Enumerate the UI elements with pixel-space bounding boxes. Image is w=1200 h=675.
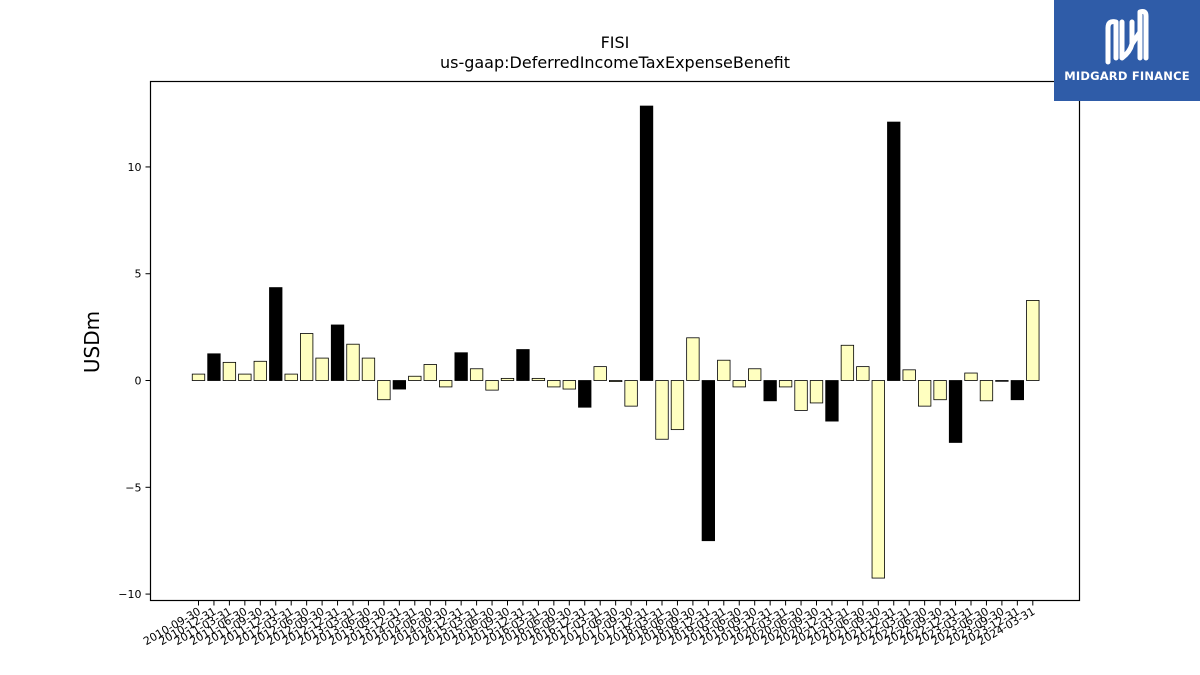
- bar-2014-09-30: [439, 380, 453, 388]
- x-axis-ticks: 2010-09-302010-12-312011-03-312011-06-30…: [141, 600, 1037, 648]
- bar-2011-09-30: [253, 360, 267, 381]
- bar-2016-12-31: [578, 380, 592, 408]
- logo-text: MIDGARD FINANCE: [1064, 69, 1190, 83]
- bar-2016-09-30: [562, 380, 576, 390]
- y-axis-label: USDm: [80, 311, 104, 373]
- bar-2010-12-31: [207, 353, 221, 381]
- bar-2023-12-31: [1010, 380, 1024, 401]
- bar-2014-12-31: [454, 352, 468, 381]
- bar-2018-12-31: [701, 380, 715, 542]
- bar-2022-09-30: [933, 380, 947, 401]
- bar-2014-06-30: [423, 364, 437, 381]
- bar-2014-03-31: [408, 375, 422, 381]
- bar-2012-06-30: [299, 333, 314, 381]
- bar-2012-03-31: [284, 373, 298, 381]
- bar-2011-06-30: [238, 373, 252, 381]
- bar-2012-09-30: [315, 357, 329, 381]
- chart-subtitle: us-gaap:DeferredIncomeTaxExpenseBenefit: [440, 53, 790, 72]
- bar-2013-06-30: [361, 357, 376, 381]
- bar-2019-03-31: [717, 359, 731, 381]
- bar-2023-09-30: [995, 380, 1009, 382]
- bar-2019-09-30: [748, 368, 762, 381]
- midgard-finance-logo: MIDGARD FINANCE: [1054, 0, 1200, 101]
- bar-2020-12-31: [825, 380, 839, 422]
- bar-2023-03-31: [964, 372, 978, 381]
- y-tick-label: −5: [125, 481, 141, 494]
- bar-2018-06-30: [670, 380, 685, 431]
- bar-2017-12-31: [639, 105, 654, 381]
- bar-2022-12-31: [948, 380, 963, 443]
- bar-2022-06-30: [918, 380, 932, 407]
- plot-frame: [149, 80, 1081, 602]
- bar-2018-09-30: [686, 337, 700, 381]
- bar-2015-03-31: [469, 368, 484, 381]
- bar-2010-09-30: [191, 373, 206, 381]
- y-tick-label: −10: [118, 588, 141, 601]
- bar-2020-03-31: [778, 380, 793, 388]
- bar-2020-09-30: [809, 380, 824, 404]
- bar-2013-03-31: [346, 343, 360, 381]
- bar-2011-12-31: [269, 287, 283, 381]
- bar-2024-03-31: [1026, 300, 1040, 381]
- bar-2017-06-30: [609, 380, 623, 382]
- midgard-logo-icon: [1105, 9, 1149, 65]
- bar-2012-12-31: [330, 324, 345, 381]
- bar-2019-06-30: [732, 380, 746, 388]
- bar-2015-12-31: [516, 349, 530, 381]
- bar-2017-09-30: [624, 380, 638, 407]
- bar-2021-03-31: [840, 344, 855, 381]
- bar-2021-12-31: [887, 121, 901, 381]
- bar-2019-12-31: [763, 380, 777, 402]
- bar-2021-09-30: [871, 380, 885, 579]
- bar-2016-03-31: [531, 377, 546, 381]
- bar-2013-09-30: [377, 380, 391, 401]
- bar-2023-06-30: [979, 380, 994, 402]
- bar-2013-12-31: [392, 380, 407, 390]
- y-tick-label: 10: [128, 161, 142, 174]
- y-tick-label: 0: [135, 375, 142, 388]
- bar-2017-03-31: [593, 366, 607, 381]
- bar-2022-03-31: [902, 369, 916, 381]
- bar-2011-03-31: [222, 361, 237, 381]
- y-axis-ticks: 10 5 0 −5 −10: [118, 161, 151, 601]
- bar-2020-06-30: [794, 380, 808, 411]
- bar-2018-03-31: [655, 380, 669, 440]
- y-tick-label: 5: [135, 268, 142, 281]
- bar-2015-06-30: [485, 380, 499, 391]
- bar-2021-06-30: [856, 366, 870, 381]
- bars-group: [191, 105, 1040, 579]
- bar-2016-06-30: [547, 380, 561, 388]
- bar-2015-09-30: [500, 377, 515, 381]
- chart-title: FISI: [601, 33, 630, 52]
